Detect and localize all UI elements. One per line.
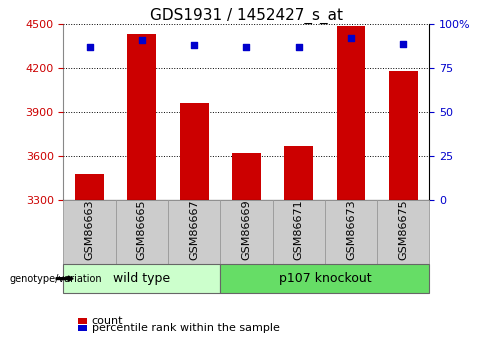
Bar <box>232 153 261 200</box>
Text: GSM86673: GSM86673 <box>346 200 356 260</box>
Text: count: count <box>92 316 123 326</box>
Bar <box>389 71 418 200</box>
Point <box>295 44 303 50</box>
Text: genotype/variation: genotype/variation <box>10 274 102 284</box>
Point <box>86 44 94 50</box>
Point <box>243 44 250 50</box>
Text: GSM86663: GSM86663 <box>84 200 95 260</box>
Bar <box>75 174 104 200</box>
Text: GSM86669: GSM86669 <box>242 200 251 260</box>
Text: p107 knockout: p107 knockout <box>279 272 371 285</box>
Point <box>138 37 146 43</box>
Point <box>399 41 407 46</box>
Text: wild type: wild type <box>113 272 170 285</box>
Bar <box>337 26 366 200</box>
Text: percentile rank within the sample: percentile rank within the sample <box>92 323 280 333</box>
Bar <box>127 34 156 200</box>
Bar <box>180 104 208 200</box>
Text: GSM86671: GSM86671 <box>294 200 304 260</box>
Text: GSM86665: GSM86665 <box>137 200 147 260</box>
Point <box>347 36 355 41</box>
Bar <box>285 146 313 200</box>
Text: GSM86667: GSM86667 <box>189 200 199 260</box>
Title: GDS1931 / 1452427_s_at: GDS1931 / 1452427_s_at <box>150 8 343 24</box>
Point <box>190 42 198 48</box>
Text: GSM86675: GSM86675 <box>398 200 408 260</box>
